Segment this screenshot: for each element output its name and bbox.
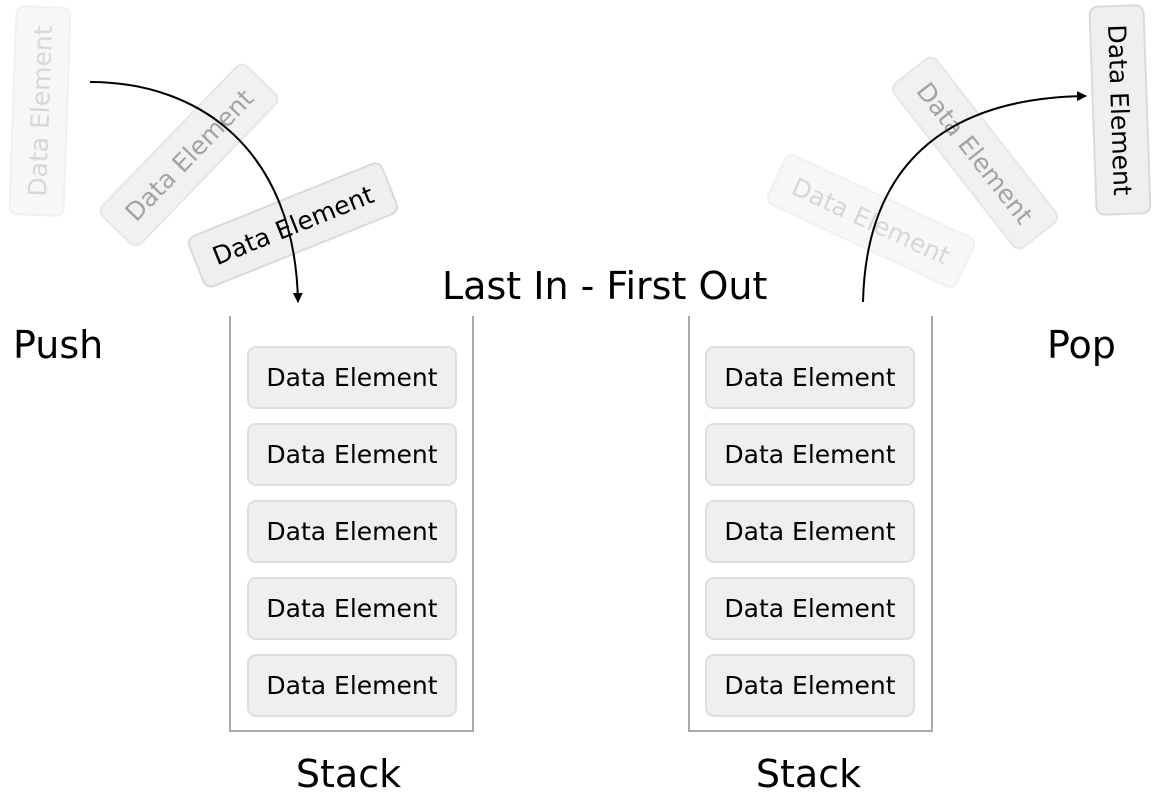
diagram-title: Last In - First Out [442,264,768,308]
stack-container-right [688,316,933,732]
stack-right-element: Data Element [705,577,915,640]
stack-right-element: Data Element [705,500,915,563]
pop-label: Pop [1047,323,1116,367]
stack-left-element: Data Element [247,346,457,409]
push-element-faint: Data Element [8,5,72,217]
stack-container-left [229,316,474,732]
stack-right-element: Data Element [705,423,915,486]
push-element-solid: Data Element [185,159,401,291]
pop-element-solid: Data Element [1088,4,1152,216]
stack-left-element: Data Element [247,577,457,640]
push-label: Push [13,323,104,367]
stack-label-left: Stack [295,752,402,796]
stack-right-element: Data Element [705,346,915,409]
stack-left-element: Data Element [247,423,457,486]
pop-element-faint: Data Element [764,151,978,291]
stack-left-element: Data Element [247,500,457,563]
stack-left-element: Data Element [247,654,457,717]
stack-right-element: Data Element [705,654,915,717]
stack-label-right: Stack [755,752,862,796]
